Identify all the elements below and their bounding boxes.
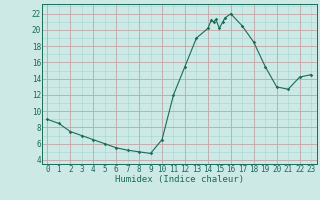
X-axis label: Humidex (Indice chaleur): Humidex (Indice chaleur) [115,175,244,184]
